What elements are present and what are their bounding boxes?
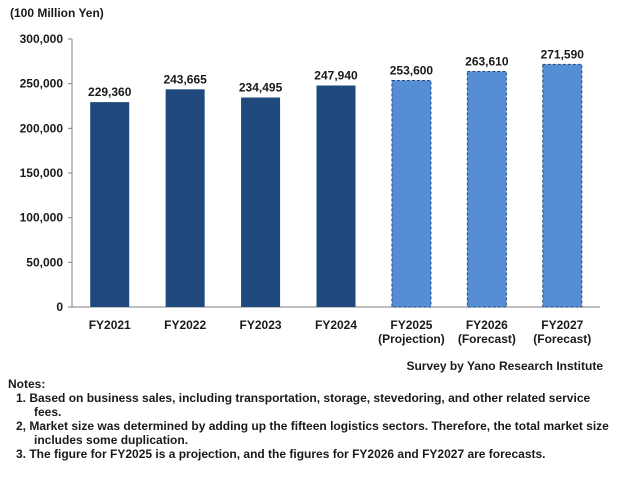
y-tick-label: 200,000 xyxy=(20,121,64,135)
data-label: 247,940 xyxy=(314,69,358,83)
notes-title: Notes: xyxy=(8,377,46,391)
y-tick-label: 150,000 xyxy=(20,166,64,180)
x-tick-label: FY2021 xyxy=(89,318,131,332)
data-label: 253,600 xyxy=(390,63,434,77)
y-tick-label: 250,000 xyxy=(20,77,64,91)
note-item-3: 3. The figure for FY2025 is a projection… xyxy=(16,447,546,461)
y-tick-label: 100,000 xyxy=(20,211,64,225)
bar xyxy=(542,63,583,308)
bar xyxy=(391,79,432,308)
source-credit: Survey by Yano Research Institute xyxy=(406,359,603,373)
x-tick-label: (Forecast) xyxy=(458,332,516,346)
bar xyxy=(165,89,205,308)
x-tick-label: FY2027 xyxy=(541,318,583,332)
x-tick-label: FY2022 xyxy=(164,318,206,332)
x-tick-label: FY2024 xyxy=(315,318,357,332)
data-label: 263,610 xyxy=(465,55,509,69)
bar xyxy=(90,102,130,307)
x-tick-label: (Forecast) xyxy=(533,332,591,346)
data-label: 234,495 xyxy=(239,81,283,95)
notes-block: Notes: 1. Based on business sales, inclu… xyxy=(8,377,613,461)
y-tick-label: 300,000 xyxy=(20,32,64,46)
data-label: 243,665 xyxy=(163,72,207,86)
y-tick-label: 50,000 xyxy=(26,255,63,269)
y-tick-label: 0 xyxy=(56,300,63,314)
x-tick-label: (Projection) xyxy=(378,332,445,346)
bar xyxy=(466,71,507,308)
y-unit-label: (100 Million Yen) xyxy=(10,6,104,20)
bar xyxy=(316,85,356,308)
bar-chart: (100 Million Yen) 0 50,000 100,000 150,000 20… xyxy=(10,6,600,346)
bar xyxy=(241,97,281,308)
x-tick-label: FY2025 xyxy=(390,318,432,332)
note-item-1: 1. Based on business sales, including tr… xyxy=(16,391,591,419)
x-tick-label: FY2026 xyxy=(466,318,508,332)
x-tick-label: FY2023 xyxy=(240,318,282,332)
data-label: 271,590 xyxy=(541,47,585,61)
data-label: 229,360 xyxy=(88,85,132,99)
note-item-2: 2, Market size was determined by adding … xyxy=(16,419,609,447)
